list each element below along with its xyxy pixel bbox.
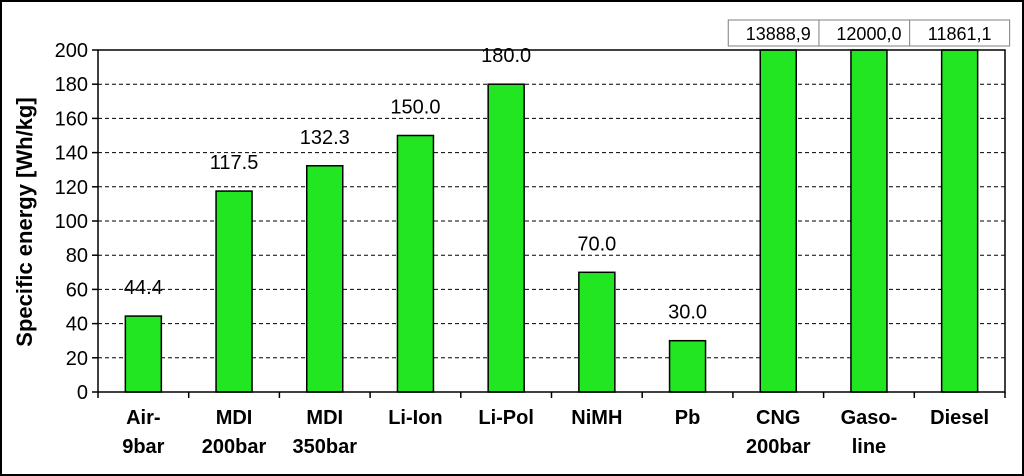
y-tick-label: 100 bbox=[55, 211, 88, 233]
x-tick-label: 200bar bbox=[202, 436, 267, 458]
y-tick-label: 40 bbox=[66, 314, 88, 336]
y-tick-label: 120 bbox=[55, 177, 88, 199]
data-label: 117.5 bbox=[210, 152, 259, 174]
x-tick-label: Li-Pol bbox=[478, 407, 534, 429]
y-tick-label: 200 bbox=[55, 40, 88, 62]
y-tick-label: 60 bbox=[66, 279, 88, 301]
x-tick-label: MDI bbox=[306, 407, 343, 429]
x-tick-label: 350bar bbox=[293, 436, 358, 458]
bar bbox=[850, 49, 888, 393]
x-tick-label: Air- bbox=[126, 407, 160, 429]
bar bbox=[487, 83, 525, 393]
y-axis-title: Specific energy [Wh/kg] bbox=[12, 97, 37, 346]
plot-area-frame bbox=[97, 49, 1006, 393]
y-tick-label: 140 bbox=[55, 143, 88, 165]
y-tick-label: 0 bbox=[77, 382, 88, 404]
x-tick-label: NiMH bbox=[571, 407, 622, 429]
data-label: 30.0 bbox=[668, 302, 707, 324]
x-tick-label: Gaso- bbox=[841, 407, 898, 429]
y-tick-label: 80 bbox=[66, 245, 88, 267]
data-label: 180.0 bbox=[481, 45, 531, 67]
bar bbox=[396, 134, 435, 393]
bars bbox=[124, 49, 979, 393]
labels: 0 20 40 60 80 100 120 140 160 180 200 Air- 9bar 44.4 M… bbox=[55, 19, 1011, 458]
bar bbox=[668, 339, 707, 393]
data-label-box bbox=[909, 19, 1011, 47]
data-label: 132.3 bbox=[300, 127, 350, 149]
y-tick-label: 180 bbox=[55, 74, 88, 96]
bar bbox=[124, 315, 163, 393]
y-tick-label: 20 bbox=[66, 348, 88, 370]
data-label: 150.0 bbox=[390, 97, 440, 119]
bar bbox=[215, 190, 253, 393]
data-label: 11861,1 bbox=[928, 24, 992, 44]
x-tick-label: 9bar bbox=[122, 436, 164, 458]
data-label: 13888,9 bbox=[746, 24, 811, 44]
x-tick-label: 200bar bbox=[746, 436, 811, 458]
bar bbox=[578, 271, 616, 393]
x-tick-label: Diesel bbox=[930, 407, 989, 429]
x-tick-label: CNG bbox=[756, 407, 800, 429]
data-label: 12000,0 bbox=[836, 24, 901, 44]
axes bbox=[92, 49, 1006, 398]
x-tick-label: line bbox=[852, 436, 886, 458]
x-tick-label: Pb bbox=[675, 407, 701, 429]
data-label: 44.4 bbox=[124, 277, 163, 299]
bar bbox=[759, 49, 797, 393]
x-tick-label: MDI bbox=[216, 407, 253, 429]
data-label: 70.0 bbox=[577, 233, 616, 255]
bar bbox=[306, 165, 344, 393]
x-tick-label: Li-Ion bbox=[388, 407, 442, 429]
bar bbox=[940, 49, 979, 393]
y-tick-label: 160 bbox=[55, 108, 88, 130]
